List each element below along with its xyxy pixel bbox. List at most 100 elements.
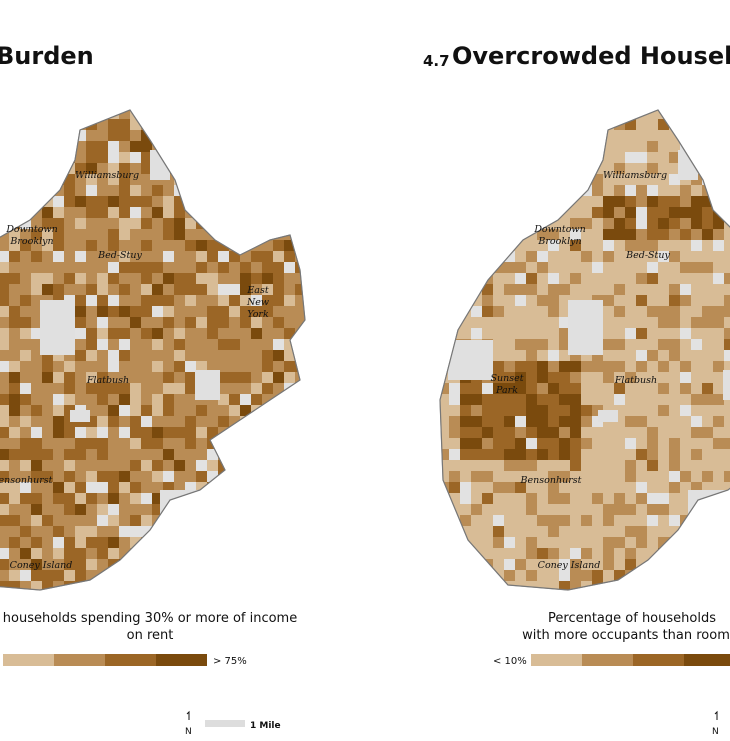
tract: [614, 141, 626, 153]
tract: [526, 262, 538, 274]
tract: [691, 218, 703, 230]
tract: [108, 317, 120, 329]
tract: [658, 405, 670, 417]
tract: [152, 119, 164, 131]
tract: [493, 438, 505, 450]
tract: [592, 229, 604, 241]
tract: [647, 350, 659, 362]
tract: [86, 284, 98, 296]
tract: [306, 416, 318, 428]
tract: [581, 218, 593, 230]
tract: [592, 251, 604, 263]
tract: [669, 152, 681, 164]
tract: [229, 152, 241, 164]
tract: [262, 493, 274, 505]
tract: [130, 427, 142, 439]
tract: [647, 284, 659, 296]
tract: [218, 504, 230, 516]
tract: [724, 504, 730, 516]
tract: [20, 262, 32, 274]
tract: [306, 207, 318, 219]
tract: [152, 317, 164, 329]
place-label: Brooklyn: [537, 236, 581, 247]
tract: [724, 251, 730, 263]
tract: [229, 185, 241, 197]
tract: [504, 185, 516, 197]
tract: [526, 515, 538, 527]
tract: [669, 548, 681, 560]
tract: [20, 515, 32, 527]
tract: [31, 372, 43, 384]
park: [185, 515, 207, 533]
tract: [702, 471, 714, 483]
tract: [537, 438, 549, 450]
tract: [174, 570, 186, 582]
tract: [647, 537, 659, 549]
tract: [141, 196, 153, 208]
tract: [548, 394, 560, 406]
tract: [152, 218, 164, 230]
tract: [251, 141, 263, 153]
tract: [526, 110, 538, 120]
tract: [207, 350, 219, 362]
tract: [31, 130, 43, 142]
tract: [713, 372, 725, 384]
tract: [548, 449, 560, 461]
tract: [251, 152, 263, 164]
tract: [713, 207, 725, 219]
tract: [581, 110, 593, 120]
tract: [460, 471, 472, 483]
park: [306, 130, 328, 148]
tract: [152, 504, 164, 516]
tract: [108, 207, 120, 219]
tract: [31, 240, 43, 252]
tract: [581, 471, 593, 483]
tract: [75, 119, 87, 131]
tract: [669, 416, 681, 428]
tract: [482, 152, 494, 164]
tract: [64, 284, 76, 296]
park: [526, 174, 548, 192]
tract: [53, 427, 65, 439]
tract: [196, 251, 208, 263]
tract: [20, 306, 32, 318]
tract: [218, 482, 230, 494]
tract: [251, 438, 263, 450]
tract: [724, 110, 730, 120]
tract: [724, 141, 730, 153]
place-label: Bed-Stuy: [97, 250, 142, 261]
tract: [658, 229, 670, 241]
tract: [537, 372, 549, 384]
tract: [86, 174, 98, 186]
tract: [20, 427, 32, 439]
tract: [20, 284, 32, 296]
tract: [185, 427, 197, 439]
tract: [515, 207, 527, 219]
tract: [504, 405, 516, 417]
tract: [614, 372, 626, 384]
tract: [229, 460, 241, 472]
tract: [75, 548, 87, 560]
tract: [152, 361, 164, 373]
tract: [482, 416, 494, 428]
tract: [440, 372, 450, 384]
tract: [284, 460, 296, 472]
tract: [20, 493, 32, 505]
tract: [130, 119, 142, 131]
tract: [658, 350, 670, 362]
tract: [240, 141, 252, 153]
tract: [108, 284, 120, 296]
tract: [581, 416, 593, 428]
tract: [9, 284, 21, 296]
tract: [141, 339, 153, 351]
tract: [75, 196, 87, 208]
tract: [713, 471, 725, 483]
tract: [537, 405, 549, 417]
tract: [460, 328, 472, 340]
tract: [504, 449, 516, 461]
tract: [526, 185, 538, 197]
tract: [647, 449, 659, 461]
tract: [42, 548, 54, 560]
tract: [229, 229, 241, 241]
tract: [724, 537, 730, 549]
